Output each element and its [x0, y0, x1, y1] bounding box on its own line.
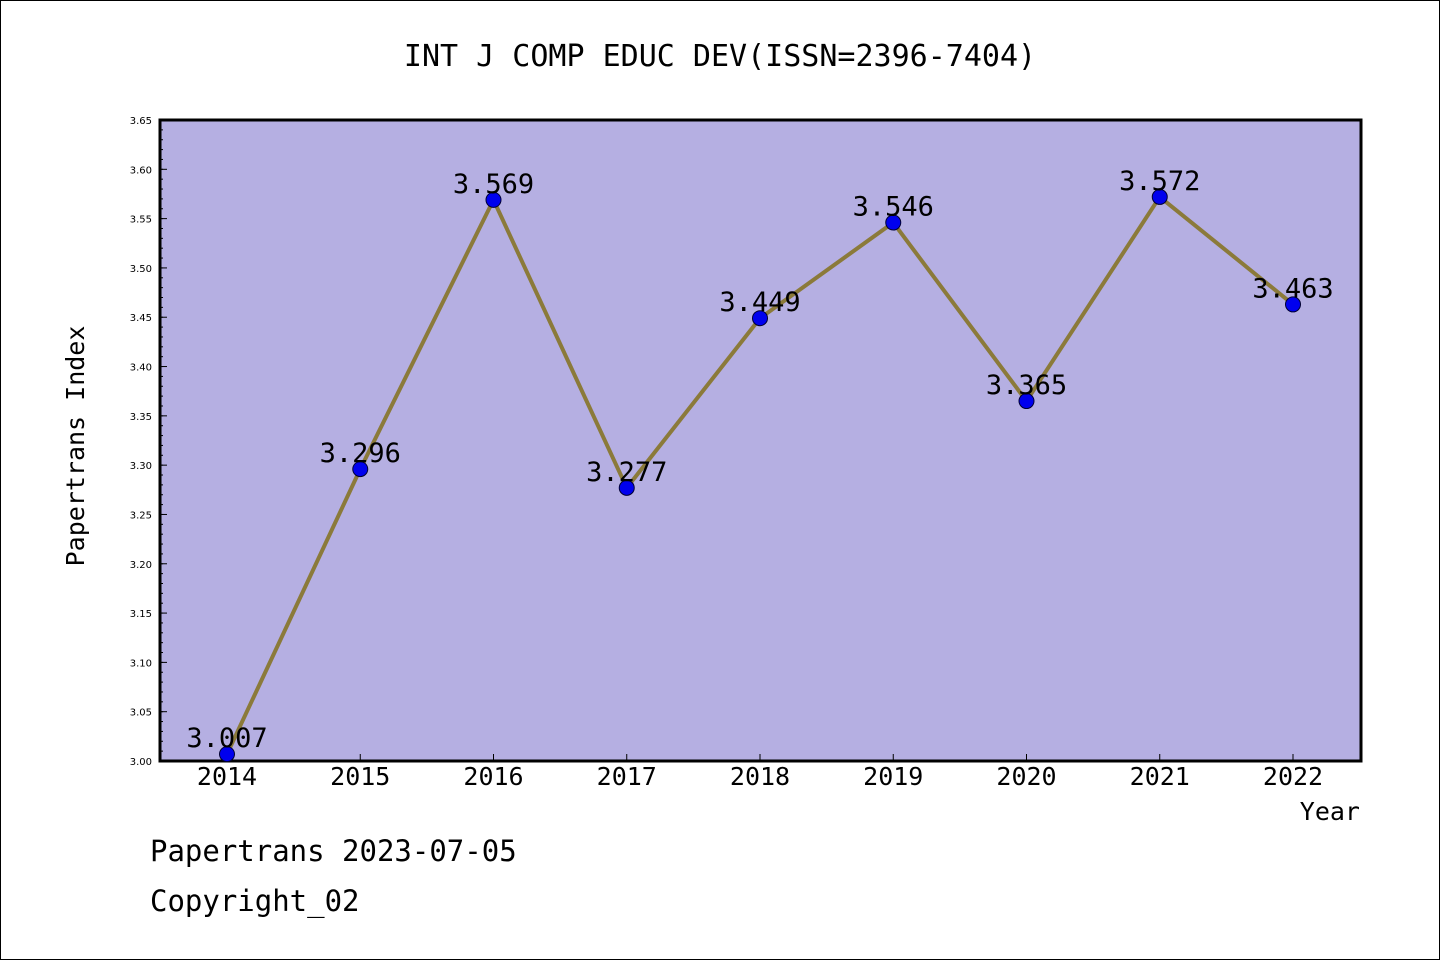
data-label: 3.365 — [986, 370, 1067, 401]
y-tick-label: 3.25 — [130, 510, 152, 521]
data-label: 3.449 — [719, 287, 800, 318]
x-tick-label: 2018 — [730, 762, 790, 791]
data-label: 3.569 — [453, 169, 534, 200]
data-point — [752, 310, 768, 327]
chart-title: INT J COMP EDUC DEV(ISSN=2396-7404) — [404, 39, 1036, 74]
data-point — [485, 191, 502, 208]
y-tick-label: 3.65 — [130, 116, 152, 127]
x-tick-label: 2022 — [1263, 762, 1323, 791]
data-markers — [219, 188, 1301, 763]
y-tick-label: 3.10 — [130, 658, 152, 669]
y-tick-label: 3.20 — [130, 560, 152, 571]
x-tick-label: 2016 — [463, 762, 523, 791]
data-label: 3.277 — [586, 457, 667, 488]
data-label: 3.546 — [853, 192, 934, 223]
data-label: 3.463 — [1252, 273, 1333, 304]
data-label: 3.296 — [320, 438, 401, 469]
y-tick-label: 3.35 — [130, 412, 152, 423]
y-tick-label: 3.40 — [130, 363, 152, 374]
y-tick-label: 3.00 — [130, 757, 152, 768]
y-tick-label: 3.05 — [130, 708, 152, 719]
data-point — [1285, 296, 1301, 313]
x-axis-label: Year — [1300, 797, 1360, 826]
data-point — [219, 746, 235, 763]
data-label: 3.572 — [1119, 166, 1200, 197]
x-tick-label: 2021 — [1130, 762, 1190, 791]
x-tick-label: 2014 — [197, 762, 257, 791]
data-point — [618, 479, 635, 496]
data-point — [885, 214, 902, 231]
x-tick-label: 2019 — [863, 762, 923, 791]
y-tick-label: 3.30 — [130, 461, 152, 472]
data-point — [1151, 188, 1168, 205]
y-tick-label: 3.15 — [130, 609, 152, 620]
data-labels: 3.007 3.296 3.569 3.277 3.449 3.546 3.365 3.572… — [186, 166, 1333, 754]
plot-area — [158, 118, 1363, 763]
footer-copyright: Copyright_02 — [150, 884, 360, 918]
data-label: 3.007 — [186, 723, 267, 754]
x-axis-ticks: 2014 2015 2016 2017 2018 2019 2020 2021 2022 — [197, 754, 1323, 791]
data-point — [1018, 393, 1035, 410]
y-axis-ticks: 3.00 3.05 3.10 3.15 3.20 3.25 3.30 3.35 3.40 3.45… — [130, 116, 167, 768]
y-tick-label: 3.55 — [130, 215, 152, 226]
y-tick-label: 3.45 — [130, 313, 152, 324]
y-tick-label: 3.60 — [130, 165, 152, 176]
data-point — [352, 461, 369, 478]
x-tick-label: 2015 — [330, 762, 390, 791]
footer-date: Papertrans 2023-07-05 — [150, 834, 517, 868]
y-tick-label: 3.50 — [130, 264, 152, 275]
x-tick-label: 2020 — [996, 762, 1056, 791]
y-axis-label: Papertrans Index — [61, 326, 90, 567]
x-tick-label: 2017 — [597, 762, 657, 791]
